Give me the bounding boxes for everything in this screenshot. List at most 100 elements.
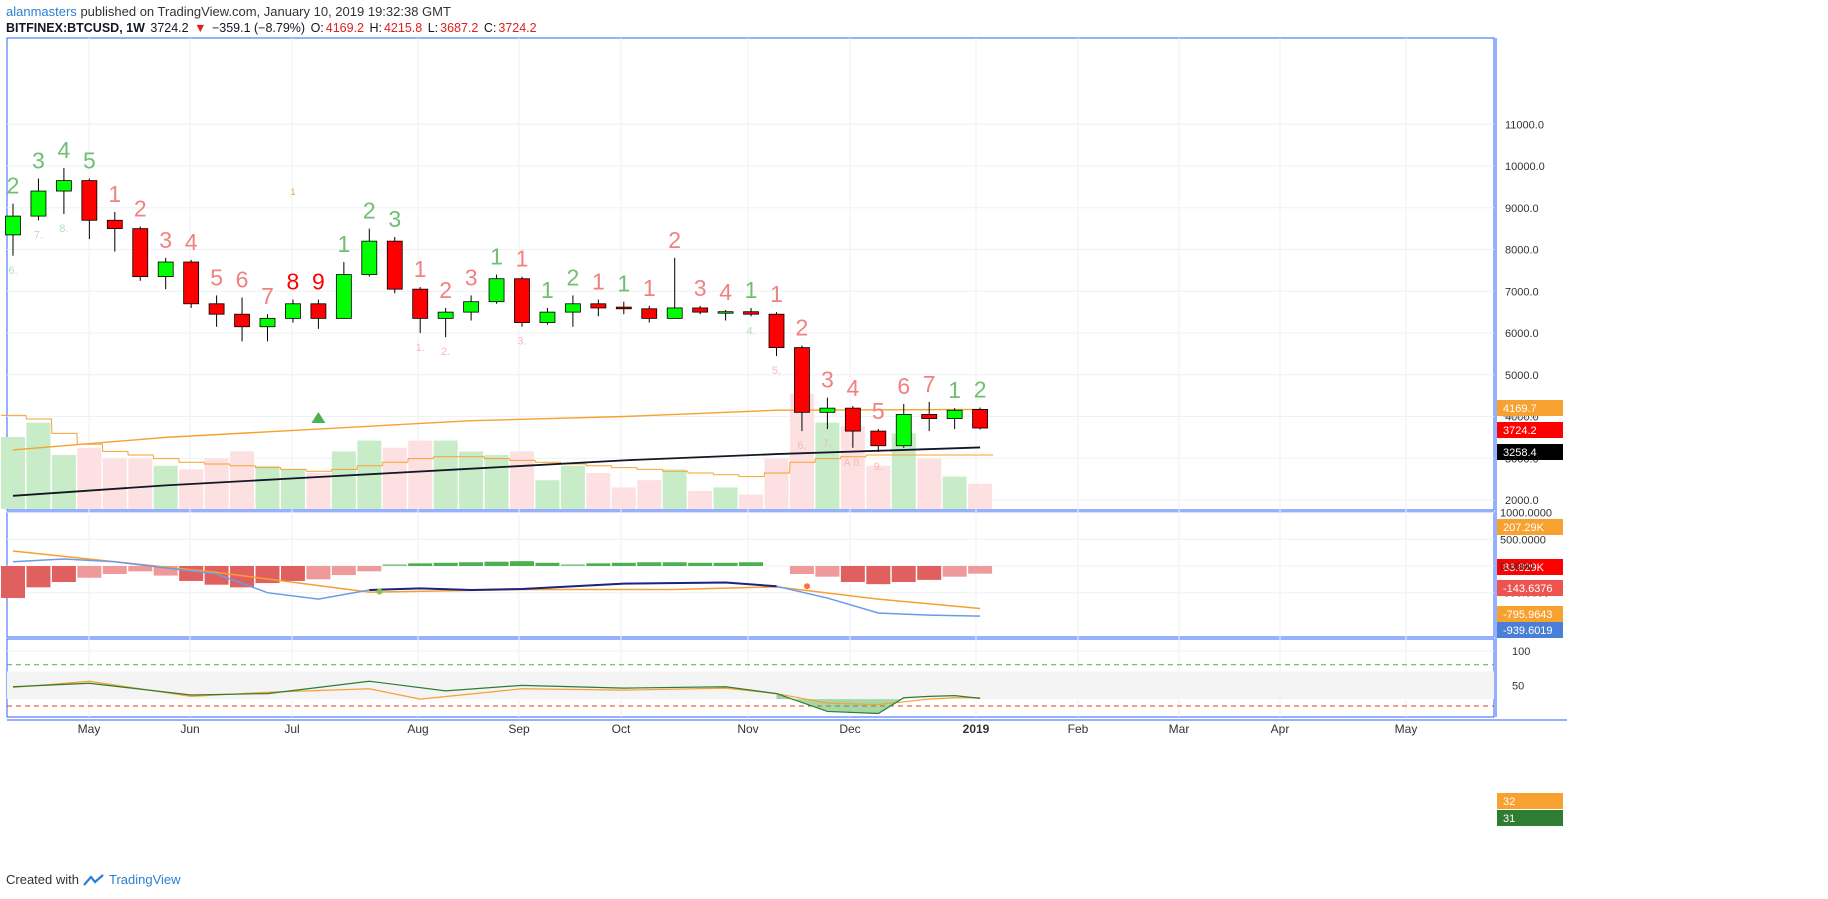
x-tick-label: Oct	[612, 722, 631, 736]
volume-bar	[1, 437, 25, 509]
td-setup-label: 4.	[746, 325, 755, 337]
td-setup-label: 8.	[59, 223, 68, 235]
macd-histogram-bar	[789, 566, 814, 575]
td-count-label: 3	[694, 275, 707, 301]
last-price-tag: 3724.2	[1503, 425, 1537, 437]
td-count-label: 2	[668, 227, 681, 253]
candle-body	[5, 215, 21, 236]
candle-body	[234, 313, 250, 328]
volume-bar	[611, 487, 636, 509]
td-setup-label: A 8.	[843, 457, 862, 469]
td-count-label: 3	[388, 206, 401, 232]
macd-histogram-bar	[26, 566, 51, 588]
symbol-label[interactable]: BITFINEX:BTCUSD, 1W	[6, 21, 145, 35]
candle-body	[590, 303, 607, 309]
macd-histogram-bar	[408, 563, 433, 566]
rsi-signal-tag-bg	[1497, 793, 1563, 809]
published-text: published on TradingView.com, January 10…	[80, 4, 451, 19]
macd-histogram-bar	[713, 562, 738, 566]
y-tick-label: 2000.0	[1505, 495, 1539, 507]
volume-bar	[586, 473, 611, 509]
td-count-label: 2	[796, 315, 809, 341]
tradingview-brand-link[interactable]: TradingView	[108, 872, 181, 887]
candle-body	[361, 240, 378, 275]
x-tick-label: Mar	[1169, 722, 1190, 736]
macd-histogram-bar	[866, 566, 891, 585]
close-value: 3724.2	[498, 21, 537, 35]
td-count-label: 1	[617, 271, 630, 297]
volume-bar	[306, 473, 331, 509]
candle-body	[819, 407, 836, 413]
volume-bar	[77, 447, 102, 509]
candle-body	[132, 228, 149, 278]
footer: Created with TradingView	[6, 872, 181, 887]
td-count-label: 3	[465, 264, 478, 290]
td-count-label: 4	[58, 137, 71, 163]
td-count-label: 1	[108, 181, 121, 207]
macd-histogram-bar	[433, 562, 458, 566]
macd-histogram-bar	[331, 566, 356, 576]
td-setup-label: 1.	[416, 342, 425, 354]
x-tick-label: Jun	[180, 722, 199, 736]
macd-histogram-bar	[1, 566, 25, 599]
volume-last-tag-bg	[1497, 559, 1563, 575]
rsi-line-tag: 31	[1503, 813, 1515, 825]
macd-histogram-bar	[306, 566, 331, 580]
macd-tick-label: 500.0000	[1500, 534, 1546, 546]
y-tick-label: 5000.0	[1505, 370, 1539, 382]
macd-histogram-bar	[891, 566, 916, 583]
macd-histogram-bar	[535, 562, 560, 566]
x-tick-label: Aug	[407, 722, 428, 736]
td-count-label: 1	[770, 281, 783, 307]
candle-body	[285, 303, 301, 319]
td-count-label: 3	[159, 227, 172, 253]
x-tick-label: Feb	[1068, 722, 1089, 736]
x-tick-label: May	[78, 722, 101, 736]
td-count-label: 5	[872, 398, 885, 424]
td-count-label: 2	[974, 376, 987, 402]
macd-histogram-bar	[815, 566, 840, 577]
td-setup-label: 7.	[34, 229, 43, 241]
tradingview-logo-icon	[83, 873, 104, 886]
author-link[interactable]: alanmasters	[6, 4, 77, 19]
macd-tick-label: 1000.0000	[1500, 508, 1552, 520]
volume-bar	[280, 469, 305, 509]
rsi-line-tag-bg	[1497, 810, 1563, 826]
td-count-label: 1	[541, 277, 554, 303]
ma-black-price-tag: 3258.4	[1503, 447, 1537, 459]
macd-cross-dot	[804, 583, 811, 590]
volume-ma-line	[1, 414, 994, 478]
volume-bar	[968, 483, 993, 509]
td-count-label: 3	[821, 367, 834, 393]
low-label: L:	[427, 21, 439, 35]
td-count-label: 1	[337, 231, 350, 257]
macd-pane	[6, 511, 1495, 638]
td-count-label: 2	[363, 198, 376, 224]
td-count-label: 5	[83, 148, 96, 174]
last-price: 3724.2	[150, 21, 189, 35]
macd-histogram-bar	[510, 561, 534, 566]
td-count-label: 1	[745, 277, 758, 303]
high-label: H:	[369, 21, 382, 35]
td-count-label: 7	[923, 371, 936, 397]
macd-histogram-bar	[51, 566, 76, 583]
change-arrow-icon: ▼	[194, 21, 207, 35]
candle-body	[56, 180, 72, 192]
candle-body	[895, 414, 912, 447]
low-value: 3687.2	[440, 21, 479, 35]
price-change: −359.1 (−8.79%)	[211, 21, 306, 35]
macd-histogram-bar	[942, 566, 967, 577]
candle-body	[870, 430, 887, 447]
td-setup-label: 9.	[874, 461, 883, 473]
volume-bar	[688, 491, 713, 509]
macd-histogram-bar	[280, 566, 305, 581]
volume-bar	[179, 469, 204, 509]
td-count-label: 2	[7, 173, 20, 199]
ma-black-price-tag-bg	[1497, 444, 1563, 460]
td-count-label: 4	[846, 375, 859, 401]
volume-bar	[26, 422, 51, 509]
td-setup-label: 6.	[8, 265, 17, 277]
td-count-label: 2	[439, 277, 452, 303]
candle-body	[666, 307, 683, 319]
